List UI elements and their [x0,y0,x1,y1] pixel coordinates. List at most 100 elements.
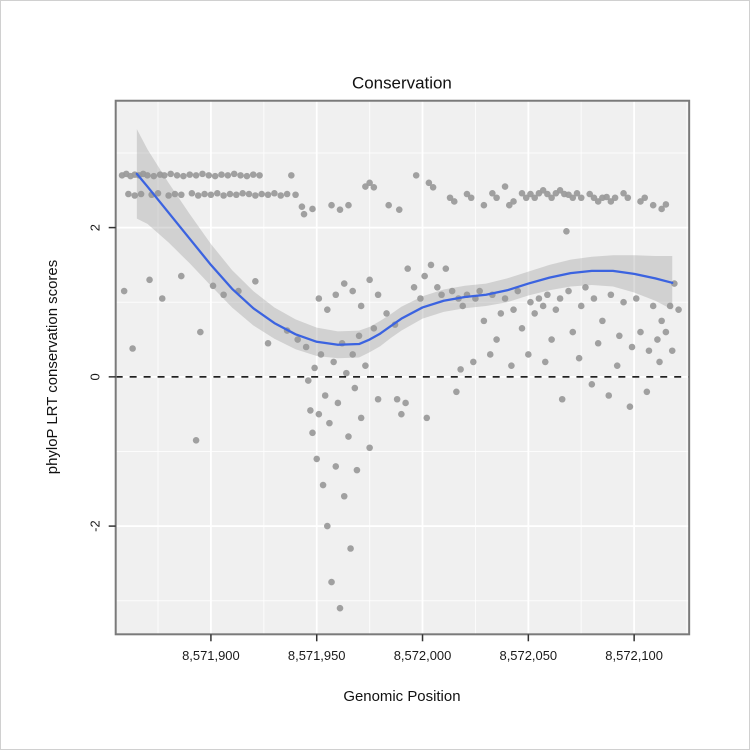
scatter-point [654,336,661,343]
scatter-point [370,184,378,191]
scatter-point [258,190,265,198]
scatter-point [425,179,433,187]
scatter-point [442,265,450,272]
scatter-point [508,362,515,369]
scatter-point [362,362,369,369]
scatter-point [218,171,225,178]
scatter-point [343,369,350,377]
scatter-point [383,310,390,317]
scatter-point [395,206,403,213]
scatter-point [641,194,649,202]
scatter-point [453,388,460,396]
scatter-point [620,189,627,197]
confidence-band [136,129,673,359]
x-tick-label: 8,571,900 [182,648,240,663]
scatter-point [476,287,483,295]
scatter-point [603,193,610,201]
scatter-point [643,388,651,396]
scatter-point [539,302,547,310]
scatter-point [374,291,382,299]
scatter-point [336,604,344,612]
scatter-point [345,433,352,440]
scatter-point [332,463,340,470]
scatter-point [675,306,682,313]
scatter-point [252,192,259,199]
scatter-point [493,336,500,343]
scatter-point [292,191,299,199]
scatter-point [611,194,619,202]
scatter-point [398,410,405,418]
scatter-point [347,545,354,552]
scatter-point [313,455,321,463]
scatter-point [573,189,581,197]
scatter-point [129,345,136,352]
scatter-point [239,189,246,197]
scatter-point [180,172,187,180]
scatter-point [544,291,551,299]
scatter-point [294,336,301,343]
scatter-point [324,306,331,313]
scatter-point [489,189,496,197]
scatter-point [599,317,606,325]
scatter-point [302,343,310,351]
scatter-point [154,189,162,197]
scatter-point [463,190,471,198]
scatter-point [309,205,316,213]
scatter-point [438,291,445,299]
smooth-line [135,172,674,346]
scatter-point [531,310,538,317]
scatter-point [423,414,431,422]
scatter-point [624,194,632,202]
scatter-point [539,186,547,194]
scatter-point [137,190,145,198]
scatter-point [197,328,204,336]
x-tick-label: 8,572,000 [394,648,452,663]
scatter-point [161,172,168,179]
plot-panel [115,100,690,635]
scatter-point [326,419,333,427]
scatter-point [317,351,325,358]
scatter-point [556,186,564,194]
scatter-point [351,384,359,392]
scatter-point [666,302,674,310]
scatter-point [501,295,509,302]
scatter-point [527,190,534,198]
scatter-point [410,284,418,291]
scatter-point [457,366,464,373]
scatter-point [340,280,348,287]
scatter-point [385,201,392,209]
scatter-point [637,328,644,336]
scatter-point [330,358,337,366]
scatter-point [434,284,441,291]
scatter-point [277,192,285,199]
scatter-point [125,190,132,198]
scatter-point [558,395,566,403]
scatter-point [656,358,663,366]
scatter-point [613,362,621,369]
scatter-point [188,189,196,197]
scatter-point [505,201,513,209]
scatter-point [321,392,329,399]
scatter-point [304,377,312,384]
scatter-point [620,298,627,306]
scatter-point [563,228,570,235]
scatter-point [448,287,456,295]
scatter-point [224,172,232,179]
scatter-point [544,190,551,198]
scatter-point [288,172,295,179]
scatter-point [616,332,623,340]
scatter-point [374,395,382,403]
scatter-point [366,276,373,284]
scatter-point [300,210,308,218]
scatter-point [192,172,200,179]
scatter-point [446,194,454,202]
scatter-point [548,336,555,343]
scatter-point [336,206,344,213]
scatter-point [340,492,348,500]
scatter-point [429,184,437,191]
scatter-point [178,272,185,280]
scatter-point [501,183,509,190]
scatter-point [569,328,577,336]
scatter-point [146,276,153,284]
data-layer [115,129,690,612]
